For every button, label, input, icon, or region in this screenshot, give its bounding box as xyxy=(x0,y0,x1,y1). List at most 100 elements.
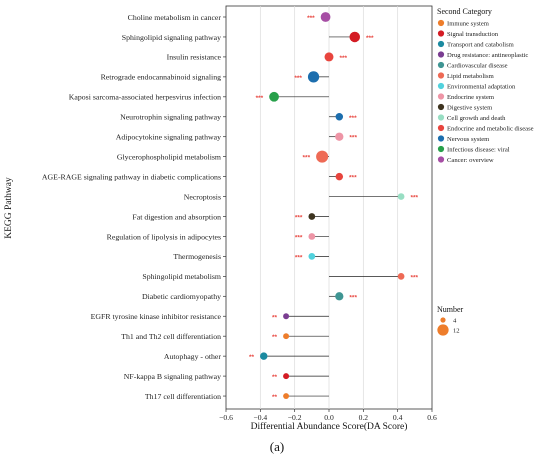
pathway-label: Fat digestion and absorption xyxy=(132,212,221,221)
point xyxy=(283,373,290,380)
significance-label: *** xyxy=(366,35,374,42)
point xyxy=(335,292,344,301)
pathway-label: Choline metabolism in cancer xyxy=(128,13,222,22)
size-swatch xyxy=(437,324,449,336)
significance-label: *** xyxy=(295,254,303,261)
pathway-label: Neurotrophin signaling pathway xyxy=(120,113,221,122)
point xyxy=(397,272,405,280)
legend-swatch xyxy=(437,30,445,37)
x-tick-label: 0.6 xyxy=(427,413,437,422)
x-tick-label: 0.2 xyxy=(359,413,369,422)
legend-label: Infectious disease: viral xyxy=(447,146,510,153)
legend-label: Cancer: overview xyxy=(447,157,494,164)
pathway-label: Retrograde endocannabinoid signaling xyxy=(101,73,221,82)
legend-swatch xyxy=(437,72,445,79)
point xyxy=(283,393,290,400)
point xyxy=(283,333,290,340)
x-tick-labels: −0.6 −0.4 −0.2 0.0 0.2 0.4 0.6 xyxy=(219,409,437,422)
significance-label: *** xyxy=(349,135,357,142)
x-tick-label: −0.2 xyxy=(288,413,302,422)
pathway-label: Sphingolipid metabolism xyxy=(142,272,221,281)
legend-label: Immune system xyxy=(447,20,490,27)
significance-label: ** xyxy=(272,374,278,381)
significance-label: *** xyxy=(295,215,303,222)
point xyxy=(307,71,320,83)
point xyxy=(308,253,316,260)
pathway-label: Diabetic cardiomyopathy xyxy=(142,292,221,301)
significance-label: ** xyxy=(249,354,255,361)
point xyxy=(260,352,268,360)
x-tick-label: −0.4 xyxy=(253,413,267,422)
legend-label: Cardiovascular disease xyxy=(447,62,508,69)
legend-label: Lipid metabolism xyxy=(447,73,495,80)
point xyxy=(397,193,405,200)
pathway-label: Th1 and Th2 cell differentiation xyxy=(121,332,221,341)
pathway-label: AGE-RAGE signaling pathway in diabetic c… xyxy=(42,172,221,181)
legend-swatch xyxy=(437,103,445,111)
color-legend: Second Category Immune system Signal trans… xyxy=(437,7,534,164)
gridlines xyxy=(259,6,399,409)
legend-swatch xyxy=(437,156,445,163)
legend-title: Second Category xyxy=(437,7,492,16)
legend-label: Endocrine and metabolic disease xyxy=(447,125,534,132)
point xyxy=(335,172,344,181)
legend-swatch xyxy=(437,145,445,153)
legend-label: Environmental adaptation xyxy=(447,83,516,90)
legend-swatch xyxy=(437,93,445,100)
legend-swatch xyxy=(437,124,445,132)
pathway-label: Insulin resistance xyxy=(167,53,222,62)
legend-swatch xyxy=(437,82,445,90)
legend-swatch xyxy=(437,61,445,69)
pathway-label: Adipocytokine signaling pathway xyxy=(116,133,221,142)
size-swatch xyxy=(440,317,446,323)
legend-swatch xyxy=(437,51,445,58)
significance-label: ** xyxy=(272,334,278,341)
x-tick-label: 0.4 xyxy=(393,413,403,422)
legend-label: Cell growth and death xyxy=(447,115,506,122)
legend-swatch xyxy=(437,19,445,27)
lollipop-points xyxy=(260,12,405,400)
pathway-label: Autophagy - other xyxy=(164,352,222,361)
significance-label: ** xyxy=(272,394,278,401)
size-label: 4 xyxy=(453,317,457,324)
legend-label: Transport and catabolism xyxy=(447,41,515,48)
pathway-label: Sphingolipid signaling pathway xyxy=(122,33,221,42)
y-axis-title: KEGG Pathway xyxy=(4,177,14,239)
pathway-label: Glycerophospholipid metabolism xyxy=(117,152,221,161)
point xyxy=(283,313,290,320)
pathway-label: NF-kappa B signaling pathway xyxy=(124,372,221,381)
point xyxy=(308,213,316,220)
significance-label: *** xyxy=(410,274,418,281)
point xyxy=(335,113,344,121)
significance-label: *** xyxy=(307,15,315,22)
legend-swatch xyxy=(437,135,445,142)
significance-label: *** xyxy=(340,55,348,62)
significance-label: *** xyxy=(256,95,264,102)
legend-label: Endocrine system xyxy=(447,94,495,101)
significance-label: *** xyxy=(349,115,357,122)
significance-label: *** xyxy=(349,175,357,182)
pathway-label: Kaposi sarcoma-associated herpesvirus in… xyxy=(69,93,221,102)
point xyxy=(320,12,331,22)
pathway-label: Necroptosis xyxy=(184,192,221,201)
pathway-label: EGFR tyrosine kinase inhibitor resistanc… xyxy=(91,312,222,321)
point xyxy=(324,52,334,62)
legend-label: Drug resistance: antineoplastic xyxy=(447,52,528,59)
pathway-label: Th17 cell differentiation xyxy=(145,392,221,401)
pathway-label: Thermogenesis xyxy=(173,252,221,261)
legend-swatch xyxy=(437,114,445,121)
point xyxy=(335,132,344,141)
legend-label: Digestive system xyxy=(447,104,493,111)
legend-label: Nervous system xyxy=(447,136,490,143)
legend-swatch xyxy=(437,40,445,48)
pathway-labels: Choline metabolism in cancer Sphingolipid… xyxy=(42,13,226,401)
size-label: 12 xyxy=(453,327,460,334)
significance-label: *** xyxy=(295,234,303,241)
point xyxy=(308,233,316,240)
point xyxy=(349,31,361,43)
significance-label: ** xyxy=(272,314,278,321)
significance-label: *** xyxy=(349,294,357,301)
significance-label: *** xyxy=(410,195,418,202)
legend-label: Signal transduction xyxy=(447,31,499,38)
